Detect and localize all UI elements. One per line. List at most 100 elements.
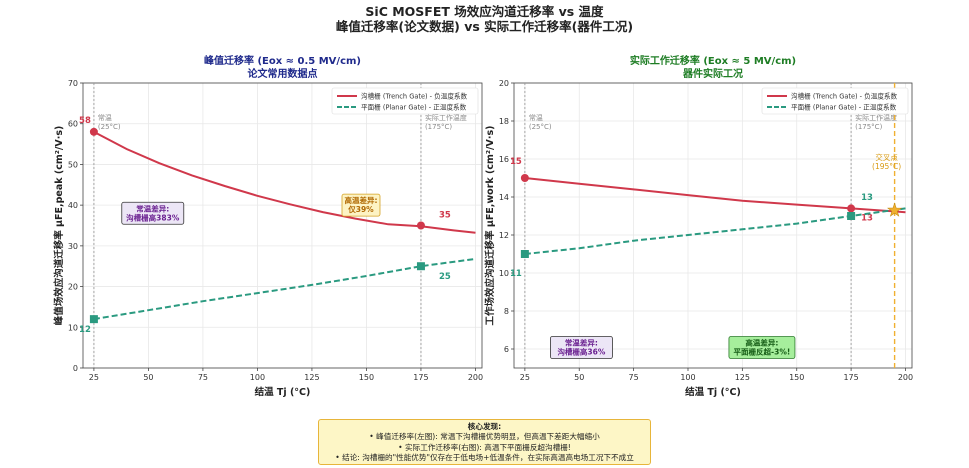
y-tick-label: 14 xyxy=(499,193,509,202)
y-axis-label: 工作场效应沟道迁移率 μFE,work (cm²/V·s) xyxy=(484,126,496,326)
key-finding-3: • 结论: 沟槽栅的"性能优势"仅存在于低电场+低温条件，在实际高温高电场工况下… xyxy=(335,453,634,463)
key-findings-box: 核心发现: • 峰值迁移率(左图): 常温下沟槽栅优势明显，但高温下差距大幅缩小… xyxy=(318,419,651,465)
planar-value-label: 13 xyxy=(861,193,873,203)
planar-value-label: 25 xyxy=(439,272,451,282)
planar-data-point xyxy=(520,250,529,258)
legend-box xyxy=(761,87,909,115)
trench-data-point xyxy=(847,204,856,213)
x-tick-label: 50 xyxy=(143,373,153,382)
panel-subtitle: 论文常用数据点 xyxy=(248,67,318,80)
y-tick-label: 8 xyxy=(504,307,509,316)
x-tick-label: 50 xyxy=(574,373,584,382)
y-tick-label: 60 xyxy=(68,120,78,129)
trench-data-point xyxy=(416,221,425,230)
y-tick-label: 10 xyxy=(499,269,509,278)
legend-box xyxy=(331,87,479,115)
x-tick-label: 200 xyxy=(468,373,483,382)
planar-data-point xyxy=(416,262,425,271)
reference-line-label-temp: (175°C) xyxy=(855,123,882,131)
plot-frame xyxy=(513,82,913,369)
y-tick-label: 12 xyxy=(499,231,509,240)
y-tick-label: 20 xyxy=(68,283,78,292)
annotation-title: 高温差异: xyxy=(745,338,778,348)
legend-planar-label: 平面栅 (Planar Gate) - 正温度系数 xyxy=(791,103,897,112)
planar-value-label: 12 xyxy=(79,325,91,335)
reference-line-label-temp: (25°C) xyxy=(98,123,121,131)
crossover-star-icon xyxy=(887,202,903,217)
plot-frame xyxy=(82,82,483,369)
panel-title: 实际工作迁移率 (Eox ≈ 5 MV/cm) xyxy=(630,54,796,67)
annotation-title: 高温差异: xyxy=(344,195,377,205)
x-tick-label: 25 xyxy=(520,373,530,382)
annotation-title: 常温差异: xyxy=(565,338,598,348)
y-tick-label: 30 xyxy=(68,242,78,251)
planar-data-point xyxy=(847,212,856,220)
x-tick-label: 25 xyxy=(89,373,99,382)
y-tick-label: 70 xyxy=(68,79,78,88)
y-tick-label: 6 xyxy=(504,345,509,354)
legend-trench-label: 沟槽栅 (Trench Gate) - 负温度系数 xyxy=(361,92,468,101)
x-tick-label: 125 xyxy=(304,373,319,382)
x-tick-label: 100 xyxy=(250,373,265,382)
reference-line-label: 常温 xyxy=(529,113,543,122)
x-tick-label: 75 xyxy=(198,373,208,382)
trench-data-point xyxy=(520,174,529,182)
reference-line-label-temp: (25°C) xyxy=(529,123,552,131)
x-tick-label: 150 xyxy=(789,373,804,382)
chart-main-title: SiC MOSFET 场效应沟道迁移率 vs 温度 xyxy=(365,4,604,19)
trench-data-point xyxy=(89,127,98,136)
x-tick-label: 75 xyxy=(629,373,639,382)
legend-trench-label: 沟槽栅 (Trench Gate) - 负温度系数 xyxy=(791,92,898,101)
crossover-label-temp: (195°C) xyxy=(872,162,901,171)
annotation-box xyxy=(728,336,796,359)
x-axis-label: 结温 Tj (°C) xyxy=(684,386,741,398)
x-tick-label: 200 xyxy=(898,373,913,382)
crossover-label: 交叉点 xyxy=(875,152,898,162)
y-tick-label: 16 xyxy=(499,155,509,164)
annotation-box xyxy=(121,201,185,225)
legend-planar-label: 平面栅 (Planar Gate) - 正温度系数 xyxy=(361,103,467,112)
y-tick-label: 0 xyxy=(73,364,78,373)
x-tick-label: 175 xyxy=(413,373,428,382)
annotation-text: 仅39% xyxy=(347,204,374,214)
reference-line-label: 实际工作温度 xyxy=(855,113,897,122)
x-tick-label: 125 xyxy=(735,373,750,382)
x-tick-label: 175 xyxy=(843,373,858,382)
annotation-title: 常温差异: xyxy=(136,203,169,213)
annotation-text: 沟槽栅高383% xyxy=(126,212,180,222)
x-axis-label: 结温 Tj (°C) xyxy=(254,386,311,398)
reference-line-label: 实际工作温度 xyxy=(425,113,467,122)
y-tick-label: 10 xyxy=(68,323,78,332)
annotation-box xyxy=(341,193,381,217)
planar-data-point xyxy=(89,315,98,324)
y-tick-label: 18 xyxy=(499,117,509,126)
key-finding-2: • 实际工作迁移率(右图): 高温下平面栅反超沟槽栅! xyxy=(398,442,571,452)
y-tick-label: 20 xyxy=(499,79,509,88)
trench-value-label: 35 xyxy=(439,211,451,221)
key-finding-1: • 峰值迁移率(左图): 常温下沟槽栅优势明显，但高温下差距大幅缩小 xyxy=(369,432,600,442)
x-tick-label: 150 xyxy=(359,373,374,382)
key-findings-title: 核心发现: xyxy=(467,422,502,431)
trench-value-label: 13 xyxy=(861,213,873,223)
reference-line-label-temp: (175°C) xyxy=(425,123,452,131)
y-tick-label: 40 xyxy=(68,201,78,210)
annotation-box xyxy=(550,336,613,359)
planar-series-line xyxy=(93,257,476,321)
trench-series-line xyxy=(524,177,906,214)
annotation-text: 沟槽栅高36% xyxy=(557,347,605,357)
planar-value-label: 11 xyxy=(510,269,522,279)
chart-main-subtitle: 峰值迁移率(论文数据) vs 实际工作迁移率(器件工况) xyxy=(335,19,634,34)
panel-subtitle: 器件实际工况 xyxy=(682,67,743,80)
annotation-text: 平面栅反超-3%! xyxy=(734,347,791,357)
y-axis-label: 峰值场效应沟道迁移率 μFE,peak (cm²/V·s) xyxy=(53,126,65,326)
trench-value-label: 15 xyxy=(510,157,522,167)
trench-value-label: 58 xyxy=(79,116,91,126)
reference-line-label: 常温 xyxy=(98,113,112,122)
x-tick-label: 100 xyxy=(680,373,695,382)
chart-panel-work: 实际工作迁移率 (Eox ≈ 5 MV/cm)器件实际工况 25 50 75 100 12… xyxy=(484,54,913,398)
planar-series-line xyxy=(524,207,906,255)
panel-title: 峰值迁移率 (Eox ≈ 0.5 MV/cm) xyxy=(204,54,361,67)
y-tick-label: 50 xyxy=(68,160,78,169)
